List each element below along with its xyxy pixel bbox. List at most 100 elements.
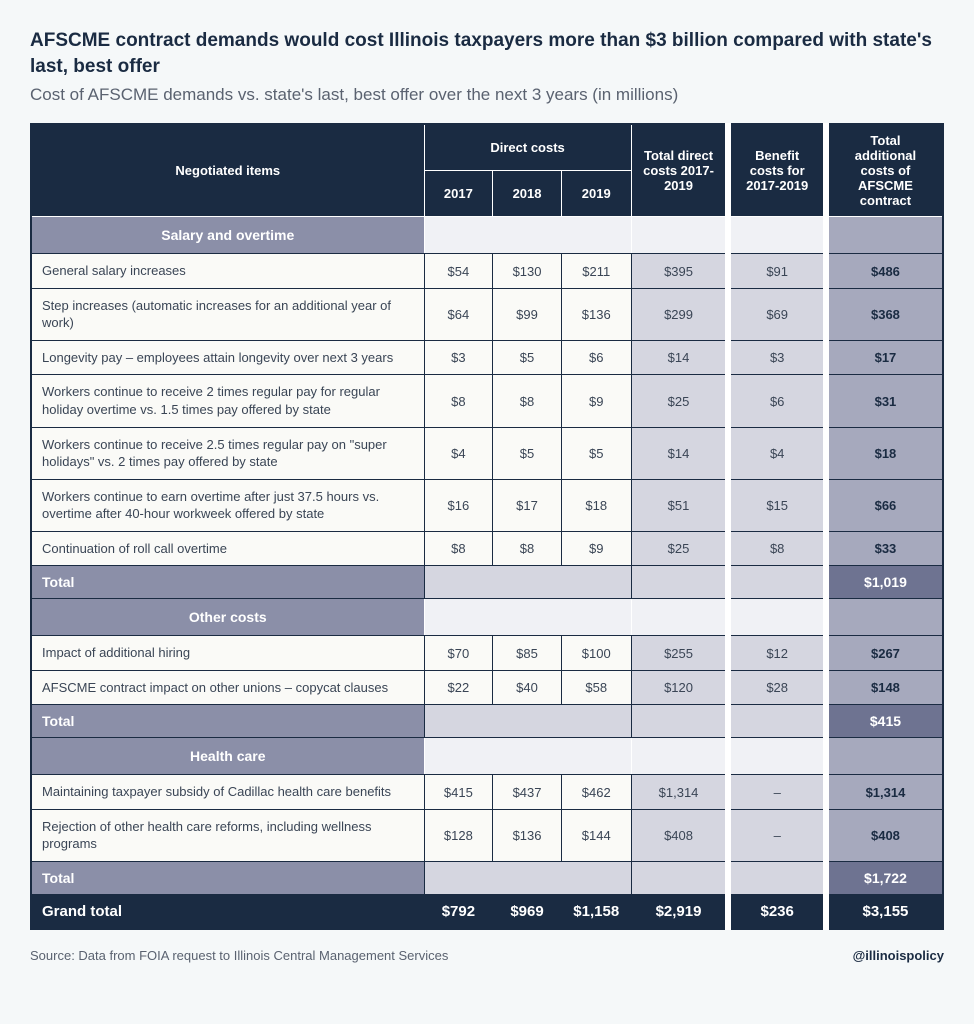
cell-2017: $16 xyxy=(424,479,493,531)
section-blank xyxy=(826,217,943,254)
cell-2018: $40 xyxy=(493,670,562,705)
cell-total-additional: $267 xyxy=(826,636,943,671)
cell-2018: $130 xyxy=(493,254,562,289)
cell-2019: $9 xyxy=(561,375,631,427)
cell-benefit: $91 xyxy=(728,254,825,289)
footer: Source: Data from FOIA request to Illino… xyxy=(30,948,944,963)
cell-2017: $4 xyxy=(424,427,493,479)
cell-2019: $9 xyxy=(561,531,631,566)
cell-2019: $5 xyxy=(561,427,631,479)
grand-2019: $1,158 xyxy=(561,895,631,930)
source-text: Source: Data from FOIA request to Illino… xyxy=(30,948,448,963)
cell-total-additional: $31 xyxy=(826,375,943,427)
cell-total-direct: $25 xyxy=(631,531,728,566)
subtotal-label: Total xyxy=(31,705,424,738)
row-label: Workers continue to receive 2.5 times re… xyxy=(31,427,424,479)
section-blank xyxy=(631,599,728,636)
chart-subtitle: Cost of AFSCME demands vs. state's last,… xyxy=(30,85,944,105)
cell-benefit: $4 xyxy=(728,427,825,479)
table-row: General salary increases$54$130$211$395$… xyxy=(31,254,943,289)
subtotal-blank xyxy=(728,862,825,895)
handle-text: @illinoispolicy xyxy=(853,948,944,963)
cell-total-additional: $17 xyxy=(826,340,943,375)
table-row: Longevity pay – employees attain longevi… xyxy=(31,340,943,375)
section-blank xyxy=(424,599,631,636)
section-blank xyxy=(728,217,825,254)
table-body: Salary and overtimeGeneral salary increa… xyxy=(31,217,943,929)
cell-total-direct: $25 xyxy=(631,375,728,427)
cell-2019: $211 xyxy=(561,254,631,289)
section-blank xyxy=(631,738,728,775)
cell-benefit: – xyxy=(728,809,825,861)
grand-total-direct: $2,919 xyxy=(631,895,728,930)
cell-total-additional: $368 xyxy=(826,288,943,340)
cell-benefit: $6 xyxy=(728,375,825,427)
subtotal-blank xyxy=(631,705,728,738)
subtotal-blank xyxy=(424,862,631,895)
cell-total-direct: $14 xyxy=(631,427,728,479)
cell-total-direct: $120 xyxy=(631,670,728,705)
cell-total-direct: $395 xyxy=(631,254,728,289)
table-row: Workers continue to receive 2 times regu… xyxy=(31,375,943,427)
table-header: Negotiated items Direct costs Total dire… xyxy=(31,124,943,217)
cell-2018: $437 xyxy=(493,775,562,810)
col-negotiated: Negotiated items xyxy=(31,124,424,217)
subtotal-value: $1,722 xyxy=(826,862,943,895)
cell-benefit: $12 xyxy=(728,636,825,671)
cell-2017: $415 xyxy=(424,775,493,810)
section-name: Health care xyxy=(31,738,424,775)
row-label: Workers continue to earn overtime after … xyxy=(31,479,424,531)
cell-2018: $5 xyxy=(493,340,562,375)
table-row: Impact of additional hiring$70$85$100$25… xyxy=(31,636,943,671)
subtotal-blank xyxy=(424,705,631,738)
subtotal-value: $415 xyxy=(826,705,943,738)
cell-benefit: $3 xyxy=(728,340,825,375)
section-blank xyxy=(424,217,631,254)
cell-benefit: – xyxy=(728,775,825,810)
cell-total-direct: $14 xyxy=(631,340,728,375)
chart-title: AFSCME contract demands would cost Illin… xyxy=(30,28,944,79)
subtotal-row: Total $415 xyxy=(31,705,943,738)
table-row: Step increases (automatic increases for … xyxy=(31,288,943,340)
cell-2018: $8 xyxy=(493,531,562,566)
row-label: Maintaining taxpayer subsidy of Cadillac… xyxy=(31,775,424,810)
cell-total-additional: $1,314 xyxy=(826,775,943,810)
cell-benefit: $8 xyxy=(728,531,825,566)
cell-2019: $462 xyxy=(561,775,631,810)
subtotal-blank xyxy=(728,705,825,738)
cell-2019: $6 xyxy=(561,340,631,375)
subtotal-blank xyxy=(424,566,631,599)
section-header-row: Health care xyxy=(31,738,943,775)
section-name: Salary and overtime xyxy=(31,217,424,254)
cell-2019: $100 xyxy=(561,636,631,671)
row-label: Workers continue to receive 2 times regu… xyxy=(31,375,424,427)
cell-benefit: $15 xyxy=(728,479,825,531)
col-2018: 2018 xyxy=(493,171,562,217)
section-blank xyxy=(826,599,943,636)
section-name: Other costs xyxy=(31,599,424,636)
row-label: Impact of additional hiring xyxy=(31,636,424,671)
cell-2018: $99 xyxy=(493,288,562,340)
grand-benefit: $236 xyxy=(728,895,825,930)
section-header-row: Other costs xyxy=(31,599,943,636)
cell-benefit: $69 xyxy=(728,288,825,340)
cell-total-direct: $1,314 xyxy=(631,775,728,810)
section-blank xyxy=(728,738,825,775)
subtotal-blank xyxy=(631,862,728,895)
cell-total-additional: $66 xyxy=(826,479,943,531)
row-label: Longevity pay – employees attain longevi… xyxy=(31,340,424,375)
cell-total-additional: $33 xyxy=(826,531,943,566)
cell-2019: $144 xyxy=(561,809,631,861)
cell-total-additional: $408 xyxy=(826,809,943,861)
row-label: Continuation of roll call overtime xyxy=(31,531,424,566)
grand-2017: $792 xyxy=(424,895,493,930)
cell-2019: $18 xyxy=(561,479,631,531)
subtotal-row: Total$1,722 xyxy=(31,862,943,895)
section-blank xyxy=(826,738,943,775)
table-row: Continuation of roll call overtime$8$8$9… xyxy=(31,531,943,566)
col-total-direct: Total direct costs 2017-2019 xyxy=(631,124,728,217)
table-row: Rejection of other health care reforms, … xyxy=(31,809,943,861)
subtotal-label: Total xyxy=(31,566,424,599)
row-label: General salary increases xyxy=(31,254,424,289)
section-header-row: Salary and overtime xyxy=(31,217,943,254)
